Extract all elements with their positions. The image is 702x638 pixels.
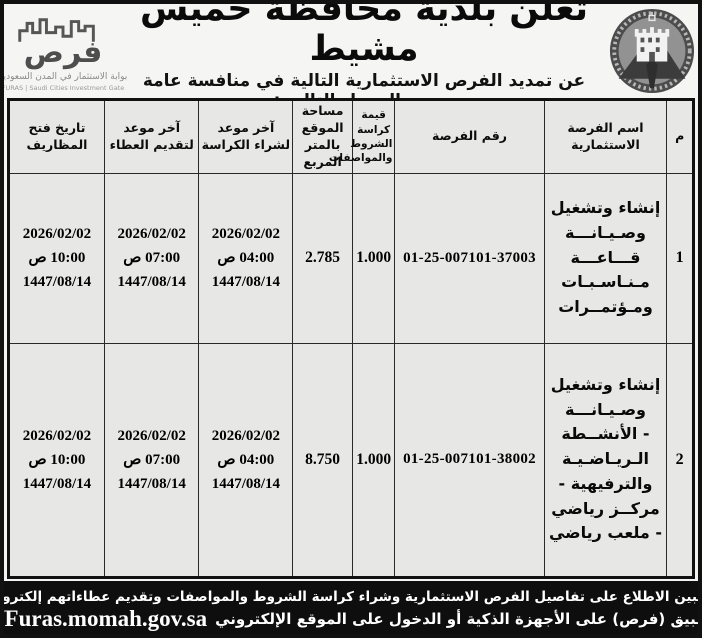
cell-opportunity-name: إنشاء وتشغيل وصـيـانـــة - الأنشــطة الـ…	[543, 342, 668, 578]
opportunities-table: م اسم الفرصة الاستثمارية رقم الفرصة قيمة…	[7, 98, 695, 579]
table-row: 2 إنشاء وتشغيل وصـيـانـــة - الأنشــطة ا…	[8, 342, 694, 578]
cell-buy-deadline: 2026/02/02 04:00 ص 1447/08/14	[198, 172, 294, 344]
cell-site-area: 2.785	[292, 172, 353, 344]
page-title: تعلن بلدية محافظة خميس مشيط	[140, 0, 589, 69]
cell-index: 2	[666, 342, 694, 578]
column-header-booklet-value: قيمة كراسة الشروط والمواصفات	[329, 99, 396, 174]
furas-tagline-en: FURAS | Saudi Cities Investment Gate	[1, 83, 125, 92]
cell-submit-deadline: 2026/02/02 07:00 ص 1447/08/14	[103, 342, 200, 578]
table-row: 1 إنشاء وتشغيل وصـيـانـــة قـــاعـــة مـ…	[8, 172, 694, 344]
municipality-logo	[606, 4, 698, 98]
footer-url: https://Furas.momah.gov.sa	[0, 606, 208, 631]
cell-booklet-value: 1.000	[351, 342, 396, 578]
footer-line2: تحميل تطبيق (فرص) على الأجهزة الذكية أو …	[0, 606, 698, 632]
table-header-row: م اسم الفرصة الاستثمارية رقم الفرصة قيمة…	[8, 99, 694, 174]
furas-tagline-ar: بوابة الاستثمار في المدن السعودية	[0, 71, 128, 82]
column-header-open-date: تاريخ فتح المظاريف	[8, 99, 105, 174]
column-header-submit-deadline: آخر موعد لتقديم العطاء	[103, 99, 200, 174]
city-skyline-icon	[18, 17, 95, 42]
cell-submit-deadline: 2026/02/02 07:00 ص 1447/08/14	[103, 172, 200, 344]
column-header-index: م	[666, 99, 694, 174]
municipality-emblem-icon	[609, 8, 695, 94]
cell-opportunity-number: 01-25-007101-38002	[394, 342, 545, 578]
footer-line1: بإمكان الراغبين الاطلاع على تفاصيل الفرص…	[2, 589, 698, 605]
cell-booklet-value: 1.000	[351, 172, 396, 344]
footer-line2-text: تحميل تطبيق (فرص) على الأجهزة الذكية أو …	[215, 610, 698, 628]
furas-logo: فرص بوابة الاستثمار في المدن السعودية FU…	[1, 4, 127, 98]
ad-header: تعلن بلدية محافظة خميس مشيط عن تمديد الف…	[1, 4, 698, 111]
column-header-opportunity-name: اسم الفرصة الاستثمارية	[543, 99, 668, 174]
furas-wordmark: فرص	[23, 34, 103, 70]
cell-buy-deadline: 2026/02/02 04:00 ص 1447/08/14	[198, 342, 294, 578]
cell-opportunity-name: إنشاء وتشغيل وصـيـانـــة قـــاعـــة مـنـ…	[543, 172, 668, 344]
cell-index: 1	[666, 172, 694, 344]
cell-opportunity-number: 01-25-007101-37003	[394, 172, 545, 344]
cell-open-date: 2026/02/02 10:00 ص 1447/08/14	[8, 342, 105, 578]
footer-note-bar: بإمكان الراغبين الاطلاع على تفاصيل الفرص…	[4, 580, 698, 634]
column-header-buy-deadline: آخر موعد لشراء الكراسة	[198, 99, 294, 174]
cell-site-area: 8.750	[292, 342, 353, 578]
column-header-site-area: مساحة الموقع بالمتر المربع	[292, 99, 353, 174]
ad-titles: تعلن بلدية محافظة خميس مشيط عن تمديد الف…	[122, 4, 606, 111]
cell-open-date: 2026/02/02 10:00 ص 1447/08/14	[8, 172, 105, 344]
column-header-opportunity-number: رقم الفرصة	[394, 99, 545, 174]
opportunities-table-wrap: م اسم الفرصة الاستثمارية رقم الفرصة قيمة…	[4, 98, 698, 579]
